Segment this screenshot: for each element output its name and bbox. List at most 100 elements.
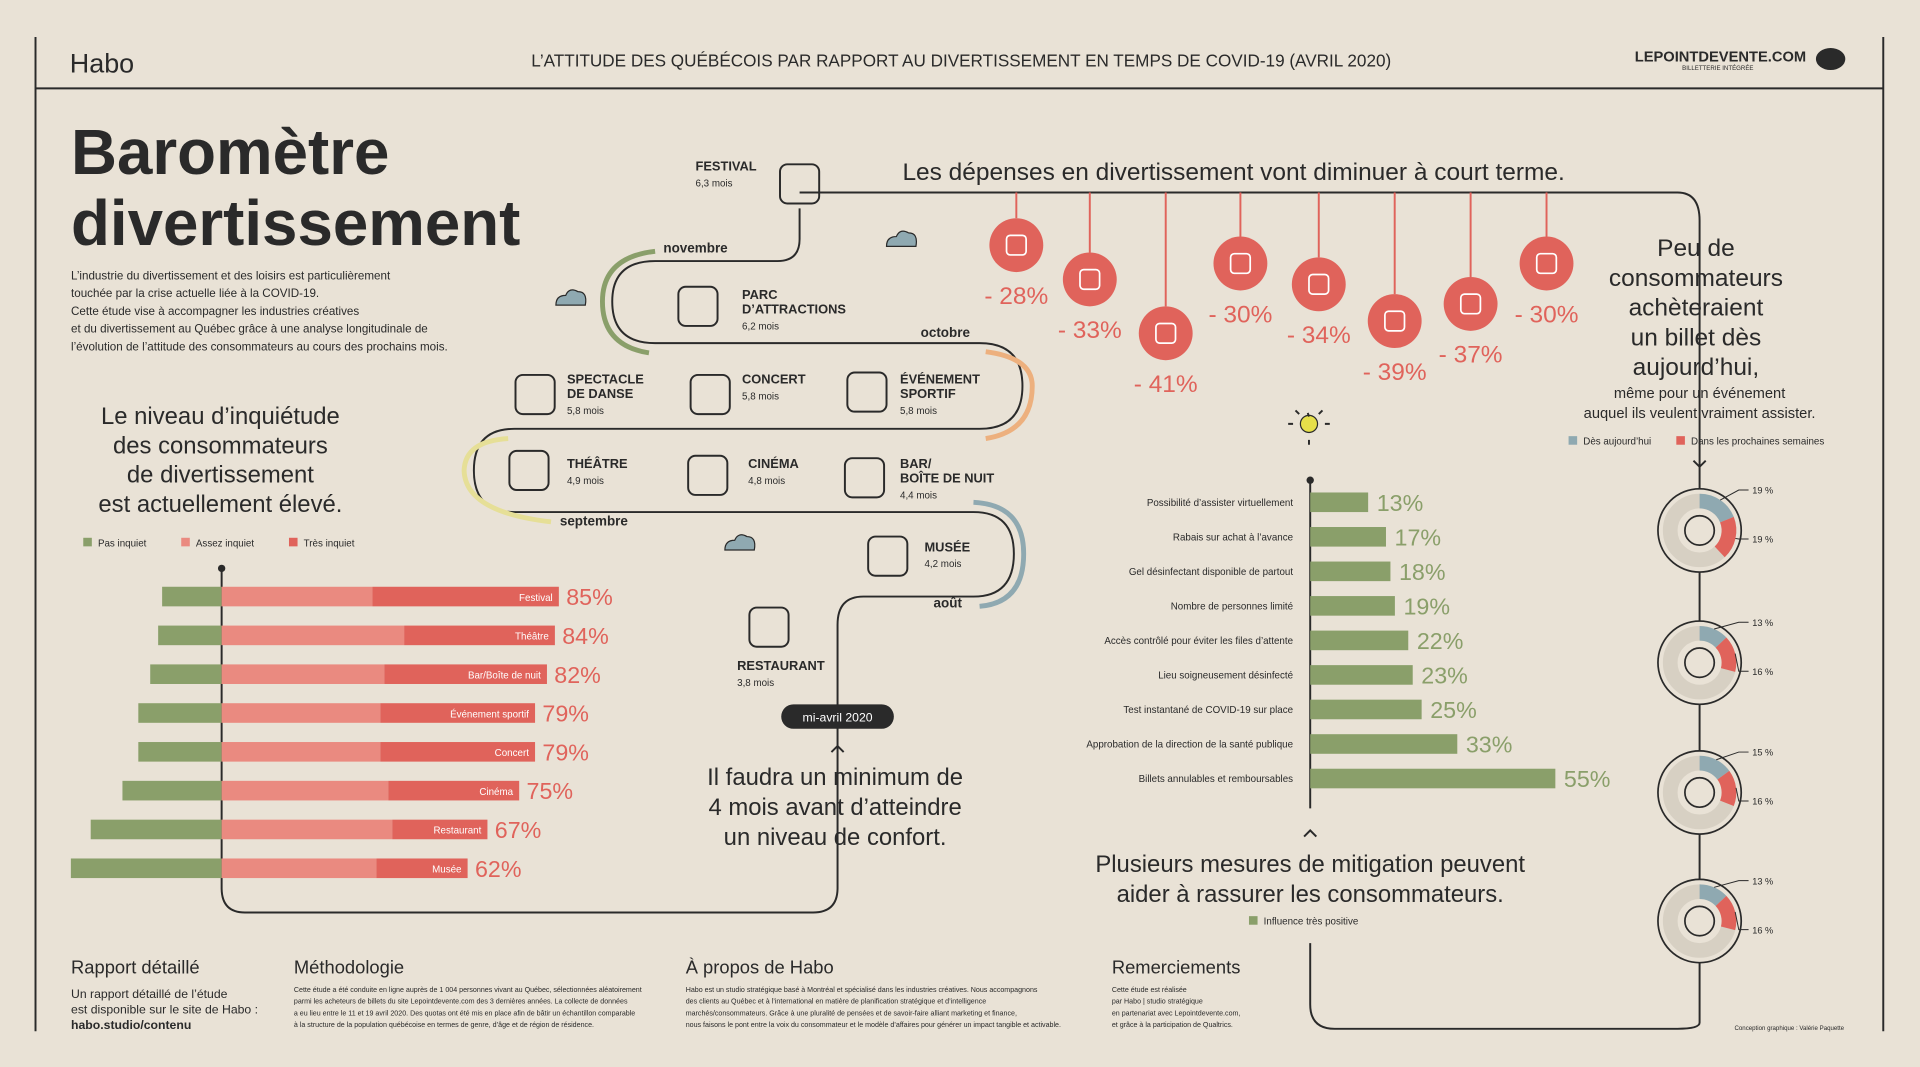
bar: [1310, 734, 1458, 754]
section-title: consommateurs: [1609, 265, 1783, 292]
item-duration: 4,9 mois: [567, 476, 604, 487]
footer-text: des clients au Québec et à l’internation…: [686, 998, 987, 1006]
item-duration: 6,3 mois: [696, 178, 733, 189]
total-label: 85%: [566, 584, 613, 610]
bar: [376, 858, 468, 879]
icon: [1229, 252, 1252, 275]
intro-text: L’industrie du divertissement et des loi…: [71, 269, 391, 282]
icon: [1535, 252, 1558, 275]
section-title: est actuellement élevé.: [98, 491, 342, 518]
spending-marker: [1367, 294, 1422, 348]
chevron: [1303, 829, 1318, 838]
total-label: 84%: [562, 623, 609, 649]
legend-swatch: [1676, 436, 1685, 445]
bar-label: Musée: [432, 865, 461, 876]
partner-logo: [1815, 47, 1846, 71]
footer-text: Cette étude est réalisée: [1112, 986, 1187, 994]
item-icon: [846, 371, 888, 413]
row-label: Gel désinfectant disponible de partout: [1129, 567, 1294, 578]
axis-dot: [1306, 476, 1314, 484]
spending-label: - 41%: [1134, 371, 1198, 398]
donut-segment: [1699, 755, 1730, 780]
item-icon: [779, 163, 821, 205]
footer-text: par Habo | studio stratégique: [1112, 998, 1203, 1006]
sun-icon: [1299, 414, 1319, 434]
section-title: Peu de: [1657, 235, 1735, 262]
donut-label: 16 %: [1752, 667, 1773, 677]
item-icon: [687, 454, 729, 496]
cloud-icon: [555, 289, 587, 306]
section-title: aujourd’hui,: [1633, 354, 1760, 381]
spending-label: - 37%: [1439, 342, 1503, 369]
footer-text: Un rapport détaillé de l’étude: [71, 987, 228, 1001]
row-label: Lieu soigneusement désinfecté: [1158, 671, 1293, 682]
spending-marker: [1062, 252, 1117, 307]
item-label: SPECTACLE: [567, 372, 644, 387]
footer-title: Rapport détaillé: [71, 957, 200, 978]
section-title: de divertissement: [127, 462, 314, 489]
total-label: 82%: [554, 662, 601, 688]
section-subtitle: auquel ils veulent vraiment assister.: [1584, 406, 1816, 422]
item-icon: [689, 373, 731, 416]
item-label: RESTAURANT: [737, 658, 825, 673]
bar: [380, 742, 536, 762]
leader-line: [1714, 621, 1749, 630]
item-duration: 4,2 mois: [924, 559, 961, 570]
legend-swatch: [1248, 916, 1258, 925]
donut-segment: [1699, 625, 1727, 648]
donut-icon: [1684, 514, 1716, 546]
donut-segment: [1715, 895, 1737, 931]
note-text: 4 mois avant d’atteindre: [708, 794, 961, 821]
bar: [1310, 768, 1556, 789]
bar: [221, 664, 385, 684]
leader-line: [1720, 489, 1749, 501]
intro-text: et du divertissement au Québec grâce à u…: [71, 323, 428, 336]
item-label: CONCERT: [742, 372, 806, 387]
bar: [221, 858, 377, 879]
donut-label: 16 %: [1752, 925, 1773, 935]
chevron: [830, 744, 845, 753]
bar: [221, 742, 381, 762]
spending-label: - 30%: [1208, 301, 1272, 328]
note-text: un niveau de confort.: [724, 824, 947, 851]
note-text: Il faudra un minimum de: [707, 764, 963, 791]
start-label: mi-avril 2020: [803, 710, 873, 724]
value-label: 17%: [1395, 524, 1442, 550]
item-duration: 5,8 mois: [567, 406, 604, 417]
item-duration: 5,8 mois: [900, 406, 937, 417]
spending-label: - 34%: [1287, 322, 1351, 349]
spending-marker: [1519, 236, 1574, 291]
bar: [380, 703, 536, 723]
spending-marker: [1291, 257, 1346, 312]
donut-segment: [1699, 493, 1734, 523]
cloud-icon: [885, 230, 917, 247]
value-label: 25%: [1430, 697, 1477, 723]
cloud-icon: [724, 534, 756, 551]
spending-label: - 30%: [1515, 301, 1579, 328]
section-title: un billet dès: [1631, 324, 1762, 351]
main-title: Baromètre: [71, 117, 389, 188]
item-duration: 3,8 mois: [737, 678, 774, 689]
total-label: 67%: [495, 817, 542, 843]
partner-tagline: BILLETTERIE INTÉGRÉE: [1682, 65, 1753, 72]
bar: [221, 586, 373, 607]
footer-title: Méthodologie: [294, 957, 404, 978]
month-label: octobre: [921, 325, 971, 340]
donut-icon: [1684, 647, 1716, 679]
season-arc: [985, 349, 1035, 442]
intro-text: touchée par la crise actuelle liée à la …: [71, 287, 319, 300]
item-label: FESTIVAL: [696, 158, 757, 173]
bar: [138, 742, 222, 762]
bar: [1310, 665, 1413, 685]
bar: [221, 780, 389, 801]
total-label: 79%: [542, 739, 589, 765]
season-arc: [599, 248, 656, 356]
item-icon: [677, 285, 719, 327]
icon: [1155, 322, 1177, 344]
bar: [122, 780, 222, 801]
row-label: Billets annulables et remboursables: [1139, 774, 1294, 785]
intro-text: Cette étude vise à accompagner les indus…: [71, 305, 359, 318]
